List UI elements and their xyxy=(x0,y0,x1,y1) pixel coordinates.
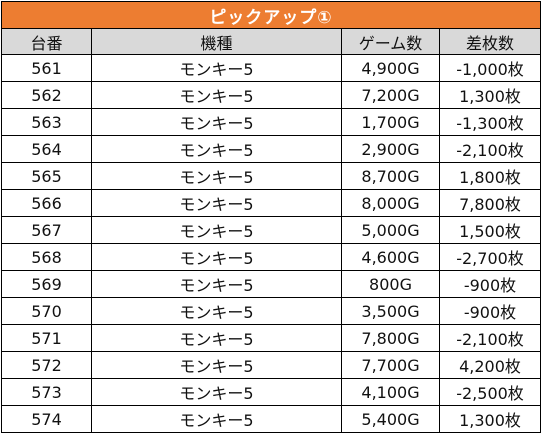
model-cell: モンキー5 xyxy=(91,81,342,109)
table-row: 569 モンキー5 800G -900枚 xyxy=(1,270,541,298)
game-count-cell: 8,000G xyxy=(341,189,440,217)
coin-difference-cell: 1,500枚 xyxy=(438,216,541,244)
machine-number-cell: 562 xyxy=(1,81,92,109)
table-row: 572 モンキー5 7,700G 4,200枚 xyxy=(1,351,541,379)
coin-difference-cell: -1,300枚 xyxy=(438,108,541,136)
game-count-cell: 8,700G xyxy=(341,162,440,190)
table-row: 563 モンキー5 1,700G -1,300枚 xyxy=(1,108,541,136)
machine-number-cell: 574 xyxy=(1,405,92,433)
coin-difference-cell: -900枚 xyxy=(438,270,541,298)
table-row: 565 モンキー5 8,700G 1,800枚 xyxy=(1,162,541,190)
table-row: 567 モンキー5 5,000G 1,500枚 xyxy=(1,216,541,244)
coin-difference-cell: -2,700枚 xyxy=(438,243,541,271)
coin-difference-cell: -2,100枚 xyxy=(438,324,541,352)
coin-difference-cell: 1,300枚 xyxy=(438,81,541,109)
table-row: 570 モンキー5 3,500G -900枚 xyxy=(1,297,541,325)
machine-number-cell: 569 xyxy=(1,270,92,298)
game-count-cell: 4,600G xyxy=(341,243,440,271)
header-machine-number: 台番 xyxy=(1,28,92,55)
table-title: ピックアップ① xyxy=(0,1,541,29)
header-coin-difference: 差枚数 xyxy=(438,28,541,55)
table-row: 566 モンキー5 8,000G 7,800枚 xyxy=(1,189,541,217)
coin-difference-cell: 7,800枚 xyxy=(438,189,541,217)
machine-number-cell: 571 xyxy=(1,324,92,352)
machine-number-cell: 564 xyxy=(1,135,92,163)
model-cell: モンキー5 xyxy=(91,216,342,244)
coin-difference-cell: -900枚 xyxy=(438,297,541,325)
machine-number-cell: 561 xyxy=(1,54,92,82)
game-count-cell: 800G xyxy=(341,270,440,298)
table-row: 568 モンキー5 4,600G -2,700枚 xyxy=(1,243,541,271)
coin-difference-cell: -2,500枚 xyxy=(438,378,541,406)
game-count-cell: 7,700G xyxy=(341,351,440,379)
table-body: 561 モンキー5 4,900G -1,000枚 562 モンキー5 7,200G 1,30… xyxy=(1,54,541,433)
header-row: 台番 機種 ゲーム数 差枚数 xyxy=(1,28,541,55)
coin-difference-cell: -1,000枚 xyxy=(438,54,541,82)
game-count-cell: 1,700G xyxy=(341,108,440,136)
table-row: 573 モンキー5 4,100G -2,500枚 xyxy=(1,378,541,406)
table-row: 564 モンキー5 2,900G -2,100枚 xyxy=(1,135,541,163)
game-count-cell: 5,400G xyxy=(341,405,440,433)
machine-number-cell: 566 xyxy=(1,189,92,217)
model-cell: モンキー5 xyxy=(91,378,342,406)
machine-number-cell: 563 xyxy=(1,108,92,136)
header-model: 機種 xyxy=(91,28,342,55)
model-cell: モンキー5 xyxy=(91,162,342,190)
game-count-cell: 3,500G xyxy=(341,297,440,325)
model-cell: モンキー5 xyxy=(91,351,342,379)
game-count-cell: 7,800G xyxy=(341,324,440,352)
model-cell: モンキー5 xyxy=(91,297,342,325)
machine-number-cell: 572 xyxy=(1,351,92,379)
model-cell: モンキー5 xyxy=(91,189,342,217)
coin-difference-cell: 1,300枚 xyxy=(438,405,541,433)
model-cell: モンキー5 xyxy=(91,135,342,163)
game-count-cell: 5,000G xyxy=(341,216,440,244)
table-row: 561 モンキー5 4,900G -1,000枚 xyxy=(1,54,541,82)
table-row: 571 モンキー5 7,800G -2,100枚 xyxy=(1,324,541,352)
machine-number-cell: 570 xyxy=(1,297,92,325)
game-count-cell: 4,900G xyxy=(341,54,440,82)
machine-number-cell: 573 xyxy=(1,378,92,406)
model-cell: モンキー5 xyxy=(91,243,342,271)
table-row: 562 モンキー5 7,200G 1,300枚 xyxy=(1,81,541,109)
model-cell: モンキー5 xyxy=(91,54,342,82)
coin-difference-cell: -2,100枚 xyxy=(438,135,541,163)
game-count-cell: 2,900G xyxy=(341,135,440,163)
game-count-cell: 7,200G xyxy=(341,81,440,109)
coin-difference-cell: 1,800枚 xyxy=(438,162,541,190)
model-cell: モンキー5 xyxy=(91,108,342,136)
header-game-count: ゲーム数 xyxy=(341,28,440,55)
machine-number-cell: 565 xyxy=(1,162,92,190)
table-row: 574 モンキー5 5,400G 1,300枚 xyxy=(1,405,541,433)
title-row: ピックアップ① xyxy=(0,1,541,29)
coin-difference-cell: 4,200枚 xyxy=(438,351,541,379)
game-count-cell: 4,100G xyxy=(341,378,440,406)
model-cell: モンキー5 xyxy=(91,270,342,298)
model-cell: モンキー5 xyxy=(91,324,342,352)
machine-number-cell: 567 xyxy=(1,216,92,244)
model-cell: モンキー5 xyxy=(91,405,342,433)
machine-number-cell: 568 xyxy=(1,243,92,271)
